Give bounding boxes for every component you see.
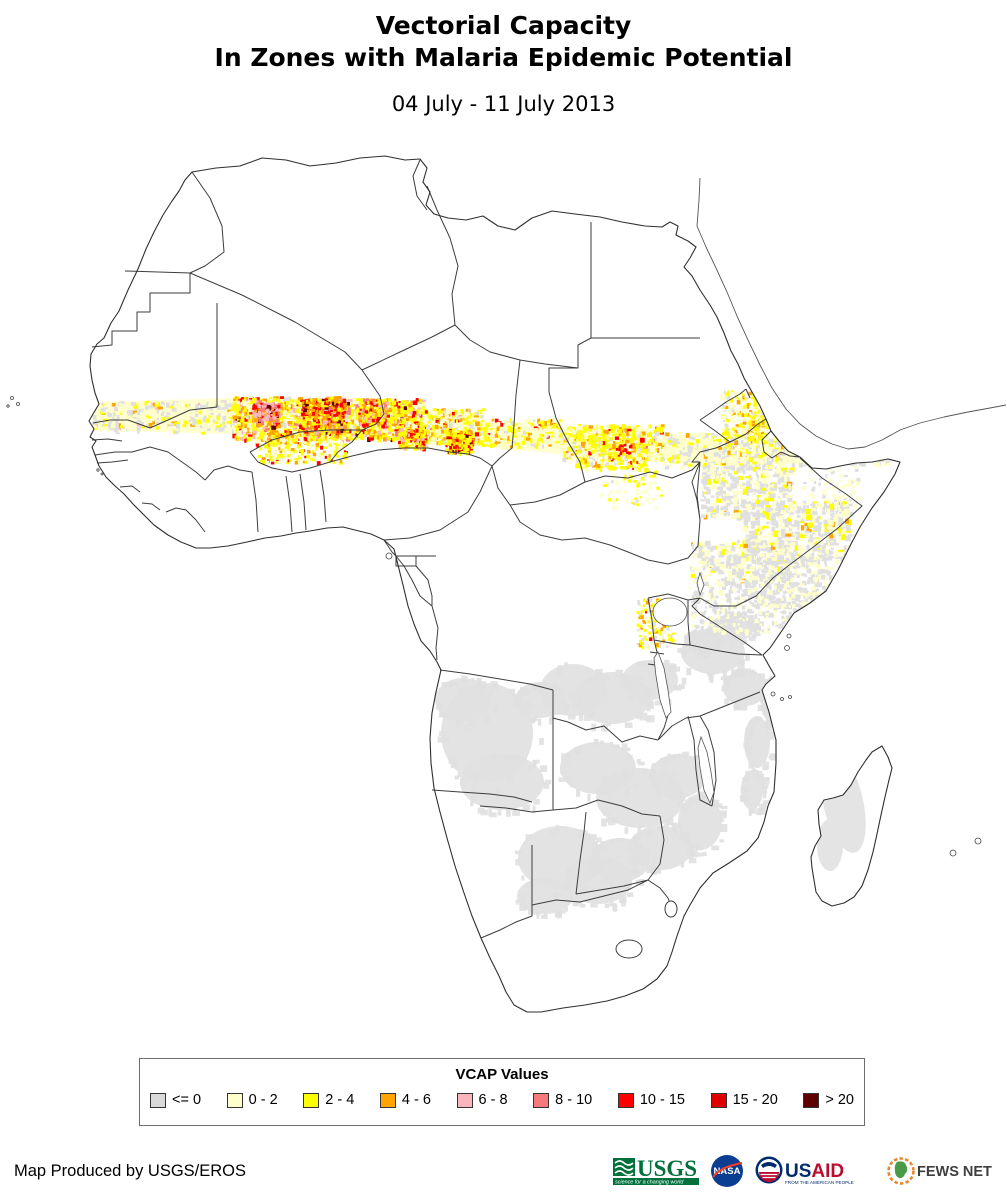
legend-label: 8 - 10 (555, 1092, 593, 1108)
legend-item: 4 - 6 (379, 1092, 431, 1108)
map-header: Vectorial Capacity In Zones with Malaria… (0, 10, 1007, 116)
legend-swatch (303, 1092, 320, 1108)
legend-swatch (456, 1092, 473, 1108)
legend-swatch (710, 1092, 727, 1108)
legend-item: 2 - 4 (303, 1092, 354, 1108)
legend-label: 4 - 6 (401, 1092, 431, 1108)
legend-item: 10 - 15 (617, 1092, 685, 1108)
legend-label: > 20 (825, 1092, 854, 1108)
legend-box: VCAP Values <= 0 0 - 2 2 - 4 4 - 6 6 - 8 8 - … (139, 1058, 865, 1126)
title-line-1: Vectorial Capacity (375, 11, 632, 40)
legend-swatch (150, 1092, 166, 1108)
legend-label: 6 - 8 (478, 1092, 508, 1108)
date-range: 04 July - 11 July 2013 (391, 92, 616, 116)
footer-logos: USGS science for a changing world NASA U… (612, 1151, 997, 1191)
legend-items: <= 0 0 - 2 2 - 4 4 - 6 6 - 8 8 - 10 10 - 15 15 … (140, 1092, 864, 1108)
country-borders (91, 159, 863, 959)
legend-item: <= 0 (150, 1092, 201, 1108)
legend-item: > 20 (803, 1092, 854, 1108)
legend-swatch (617, 1092, 634, 1108)
legend-label: <= 0 (172, 1092, 202, 1108)
nasa-logo: NASA (711, 1155, 743, 1187)
legend-label: 10 - 15 (639, 1092, 685, 1108)
legend-item: 0 - 2 (226, 1092, 278, 1108)
legend-item: 8 - 10 (533, 1092, 592, 1108)
legend-label: 2 - 4 (325, 1092, 355, 1108)
legend-label: 15 - 20 (732, 1092, 778, 1108)
legend-label: 0 - 2 (248, 1092, 278, 1108)
fewsnet-logo: FEWS NET (887, 1157, 992, 1185)
islands (6, 396, 982, 857)
lakes (652, 571, 715, 805)
legend-swatch (226, 1092, 243, 1108)
coastlines (88, 155, 1007, 1013)
legend-item: 6 - 8 (456, 1092, 508, 1108)
legend-swatch (379, 1092, 396, 1108)
usaid-logo: USAID FROM THE AMERICAN PEOPLE (755, 1156, 854, 1185)
legend-swatch (803, 1092, 820, 1108)
usgs-logo: USGS science for a changing world (613, 1156, 699, 1186)
credit-text: Map Produced by USGS/EROS (14, 1162, 247, 1180)
vcap-data-layer (92, 390, 894, 919)
title-line-2: In Zones with Malaria Epidemic Potential (214, 43, 793, 72)
legend-swatch (533, 1092, 550, 1108)
map-title: Vectorial Capacity In Zones with Malaria… (0, 10, 1007, 74)
legend-title: VCAP Values (455, 1066, 549, 1083)
legend-item: 15 - 20 (710, 1092, 778, 1108)
